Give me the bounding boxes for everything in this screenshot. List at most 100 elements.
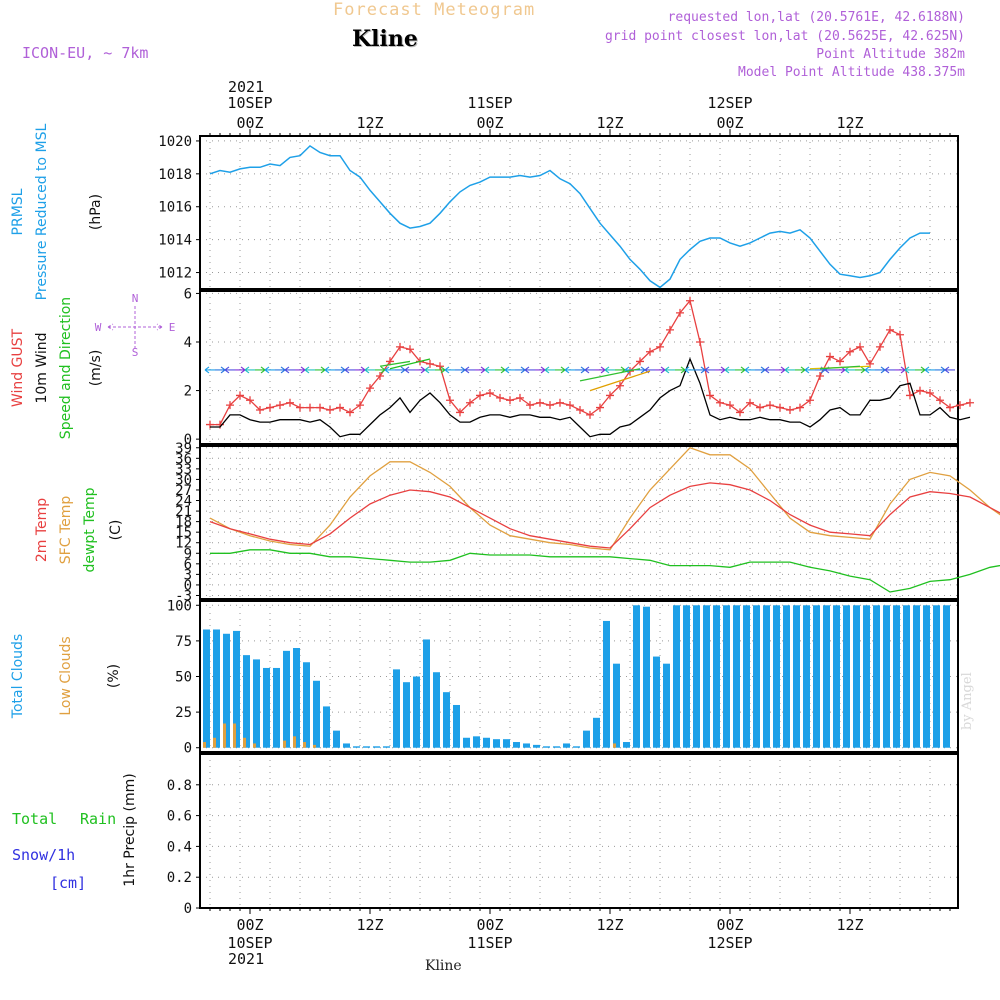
wind-streak-arrow <box>819 365 861 370</box>
total-cloud-bar <box>583 730 590 748</box>
bottom-station-label: Kline <box>425 958 462 974</box>
panel-frame <box>199 290 959 445</box>
total-cloud-bar <box>863 605 870 748</box>
y-tick-label: 24 <box>175 494 192 510</box>
total-cloud-bar <box>913 605 920 748</box>
low-cloud-bar <box>243 737 246 748</box>
wind-streak-arrow <box>379 360 411 367</box>
wind-direction-arrow <box>544 366 555 374</box>
total-cloud-bar <box>623 742 630 748</box>
total-cloud-bar <box>603 620 610 748</box>
wind-unit-label: (m/s) <box>88 350 104 387</box>
y-tick-label: 6 <box>184 557 192 573</box>
total-cloud-bar <box>503 739 510 748</box>
total-cloud-bar <box>773 605 780 748</box>
total-cloud-bar <box>703 605 710 748</box>
total-cloud-bar <box>323 706 330 748</box>
gust-marker <box>506 396 514 405</box>
total-cloud-bar <box>833 605 840 748</box>
total-cloud-bar <box>553 746 560 748</box>
gust-marker <box>946 403 954 412</box>
y-tick-label: 0.2 <box>167 870 192 886</box>
gust-marker <box>366 384 374 393</box>
wind-direction-arrow <box>664 366 675 374</box>
wind-direction-arrow <box>935 366 946 374</box>
y-tick-label: 3 <box>184 567 192 583</box>
total-cloud-bar <box>593 717 600 748</box>
gust-marker <box>906 391 914 400</box>
wind-direction-arrow <box>415 366 426 374</box>
hour-label-top: 00Z <box>236 114 263 132</box>
pressure-label-prmsl: PRMSL <box>10 188 26 235</box>
gust-marker <box>346 408 354 417</box>
total-cloud-bar <box>313 680 320 748</box>
precip-rain-label: Rain <box>80 810 116 828</box>
hour-label-top: 12Z <box>356 114 383 132</box>
gust-marker <box>896 330 904 339</box>
y-tick-label: 0 <box>184 432 192 448</box>
total-cloud-bar <box>263 667 270 748</box>
wind-direction-arrow <box>735 366 746 374</box>
total-cloud-bar <box>613 663 620 748</box>
pressure-unit-label: (hPa) <box>88 194 104 230</box>
gust-marker <box>596 403 604 412</box>
total-cloud-bar <box>223 633 230 748</box>
hour-label-top: 12Z <box>836 114 863 132</box>
wind-direction-arrow <box>795 366 806 374</box>
gust-marker <box>776 403 784 412</box>
y-tick-label: 75 <box>175 634 192 650</box>
gust-marker <box>546 401 554 410</box>
total-cloud-bar <box>723 605 730 748</box>
clouds-unit-label: (%) <box>106 664 122 688</box>
precip-total-label: Total <box>12 810 57 828</box>
wind-direction-arrow <box>555 366 566 374</box>
y-tick-label: 27 <box>175 483 192 499</box>
wind-direction-arrow <box>284 366 295 374</box>
total-cloud-bar <box>793 605 800 748</box>
gust-marker <box>786 406 794 414</box>
wind-gust-label: Wind GUST <box>10 328 26 407</box>
total-cloud-bar <box>473 736 480 748</box>
wind-direction-arrow <box>304 366 315 374</box>
gust-marker <box>576 406 584 414</box>
low-cloud-bar <box>233 723 236 748</box>
total-cloud-bar <box>333 730 340 748</box>
y-tick-label: 0 <box>184 578 192 594</box>
wind-direction-arrow <box>924 366 935 374</box>
total-cloud-bar <box>653 656 660 748</box>
gust-marker <box>316 403 324 412</box>
wind-10m-label: 10m Wind <box>34 332 50 403</box>
gust-marker <box>726 401 734 410</box>
precip-unit-label: 1hr Precip (mm) <box>122 773 138 886</box>
model-altitude: Model Point Altitude 438.375m <box>738 65 965 80</box>
gust-marker <box>406 345 414 354</box>
total-cloud-bar <box>753 605 760 748</box>
gust-marker <box>686 296 694 305</box>
total-cloud-bar <box>543 746 550 748</box>
wind-direction-arrow <box>504 366 515 374</box>
gust-marker <box>396 342 404 351</box>
y-tick-label: 9 <box>184 546 192 562</box>
gust-marker <box>466 398 474 407</box>
y-tick-label: 0.4 <box>167 839 192 855</box>
gust-marker <box>336 403 344 412</box>
gust-marker <box>476 391 484 400</box>
wind-direction-arrow <box>695 366 706 374</box>
hour-label-bottom: 00Z <box>476 916 503 934</box>
gust-marker <box>656 342 664 351</box>
gust-marker <box>376 372 384 380</box>
requested-coords: requested lon,lat (20.5761E, 42.6188N) <box>667 10 965 25</box>
total-cloud-bar <box>933 605 940 748</box>
wind-direction-arrow <box>204 366 215 374</box>
temp-dewpt-label: dewpt Temp <box>82 487 98 572</box>
wind-direction-arrow <box>744 366 755 374</box>
year-label-top: 2021 <box>228 78 265 96</box>
y-tick-label: 15 <box>175 525 192 541</box>
wind-direction-arrow <box>584 366 595 374</box>
wind-direction-arrow <box>264 366 275 374</box>
total-cloud-bar <box>663 663 670 748</box>
wind-direction-arrow <box>755 366 766 374</box>
gust-marker <box>636 357 644 366</box>
gust-marker <box>486 389 494 397</box>
total-cloud-bar <box>413 676 420 748</box>
